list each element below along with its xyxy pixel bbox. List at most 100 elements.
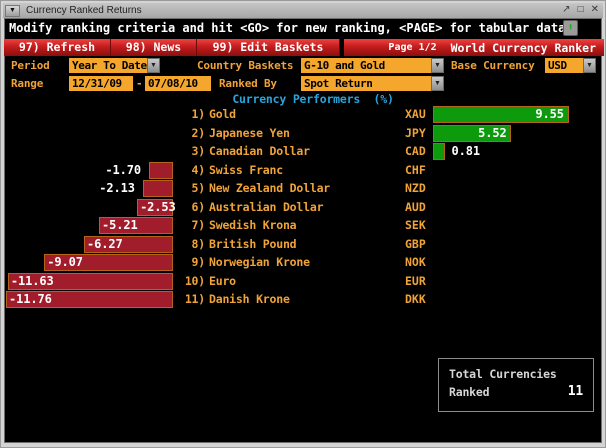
edit-baskets-button[interactable]: 99) Edit Baskets xyxy=(197,39,340,56)
currency-row: 9) Norwegian Krone NOK -9.07 xyxy=(1,253,605,272)
export-icon[interactable]: ⬆ xyxy=(563,20,578,36)
country-baskets-select[interactable]: G-10 and Gold xyxy=(301,58,431,73)
currency-row: 1) Gold XAU 9.55 xyxy=(1,105,605,124)
app-title: World Currency Ranker xyxy=(450,40,596,55)
toolbar: 97) Refresh 98) News 99) Edit Baskets Pa… xyxy=(4,39,604,56)
maximize-icon[interactable]: □ xyxy=(577,4,584,15)
chart-title: Currency Performers (%) xyxy=(232,92,394,106)
currency-ticker: DKK xyxy=(405,292,426,306)
caret-down-icon: ▼ xyxy=(9,7,16,14)
currency-rank: 3) xyxy=(191,144,206,158)
currency-value: 9.55 xyxy=(535,107,564,121)
currency-name: Canadian Dollar xyxy=(209,144,310,158)
country-baskets-label: Country Baskets xyxy=(197,59,294,72)
currency-value: -11.63 xyxy=(10,273,54,288)
period-select[interactable]: Year To Date xyxy=(69,58,147,73)
currency-name: Japanese Yen xyxy=(209,125,290,140)
currency-ranking-chart: 1) Gold XAU 9.55 2) Japanese Yen JPY 5.52 3) Cana… xyxy=(1,105,605,309)
currency-ticker: XAU xyxy=(405,107,426,121)
total-currencies-label: Total Currencies xyxy=(449,367,557,381)
currency-name: British Pound xyxy=(209,236,297,251)
currency-name: Swedish Krona xyxy=(209,218,297,232)
currency-name-cell[interactable]: 8) British Pound xyxy=(181,235,297,254)
currency-name-cell[interactable]: 7) Swedish Krona xyxy=(181,216,297,235)
currency-name-cell[interactable]: 6) Australian Dollar xyxy=(181,198,324,217)
currency-ticker: SEK xyxy=(405,218,426,232)
chevron-down-icon: ▼ xyxy=(150,62,157,69)
currency-value: 5.52 xyxy=(478,125,507,140)
currency-name-cell[interactable]: 4) Swiss Franc xyxy=(181,161,284,180)
range-start-input[interactable]: 12/31/09 xyxy=(69,76,133,91)
currency-row: 10) Euro EUR -11.63 xyxy=(1,272,605,291)
currency-value: -1.70 xyxy=(105,162,141,177)
currency-bar xyxy=(433,124,512,142)
currency-name-cell[interactable]: 11) Danish Krone xyxy=(181,290,290,309)
ranked-by-select[interactable]: Spot Return xyxy=(301,76,431,91)
currency-value: -2.53 xyxy=(140,199,176,214)
currency-value: -5.21 xyxy=(102,218,138,232)
country-baskets-dropdown-button[interactable]: ▼ xyxy=(431,58,444,73)
range-separator: - xyxy=(136,77,143,90)
currency-rank: 10) xyxy=(184,273,205,288)
period-label: Period xyxy=(11,59,50,72)
total-currencies-box: Total Currencies Ranked 11 xyxy=(438,358,594,412)
currency-row: 2) Japanese Yen JPY 5.52 xyxy=(1,124,605,143)
range-label: Range xyxy=(11,77,44,90)
close-icon[interactable]: ✕ xyxy=(590,4,599,15)
currency-ticker: CHF xyxy=(405,162,426,177)
currency-name: Australian Dollar xyxy=(209,199,324,214)
base-currency-dropdown-button[interactable]: ▼ xyxy=(583,58,596,73)
toolbar-right: Page 1/2 World Currency Ranker xyxy=(344,39,604,56)
currency-row: 4) Swiss Franc CHF -1.70 xyxy=(1,161,605,180)
currency-bar xyxy=(6,291,173,308)
currency-name-cell[interactable]: 3) Canadian Dollar xyxy=(181,142,311,161)
currency-bar xyxy=(99,217,173,234)
currency-name: Gold xyxy=(209,107,236,121)
toolbar-divider xyxy=(340,39,344,56)
currency-rank: 6) xyxy=(191,199,206,214)
ranked-by-label: Ranked By xyxy=(219,77,277,90)
period-dropdown-button[interactable]: ▼ xyxy=(147,58,160,73)
currency-name-cell[interactable]: 10) Euro xyxy=(181,272,236,291)
ranked-by-dropdown-button[interactable]: ▼ xyxy=(431,76,444,91)
currency-row: 5) New Zealand Dollar NZD -2.13 xyxy=(1,179,605,198)
currency-value: -11.76 xyxy=(9,292,52,306)
currency-rank: 4) xyxy=(191,162,206,177)
currency-rank: 9) xyxy=(191,255,206,269)
range-end-input[interactable]: 07/08/10 xyxy=(145,76,211,91)
base-currency-select[interactable]: USD xyxy=(545,58,583,73)
currency-name: Norwegian Krone xyxy=(209,255,310,269)
currency-row: 6) Australian Dollar AUD -2.53 xyxy=(1,198,605,217)
currency-value: -2.13 xyxy=(99,181,135,195)
currency-ticker: NZD xyxy=(405,181,426,195)
currency-bar xyxy=(433,143,445,160)
currency-bar xyxy=(137,198,173,216)
currency-name-cell[interactable]: 5) New Zealand Dollar xyxy=(181,179,331,198)
chevron-down-icon: ▼ xyxy=(434,80,441,87)
total-currencies-value: 11 xyxy=(567,384,583,399)
currency-name: New Zealand Dollar xyxy=(209,181,331,195)
currency-rank: 5) xyxy=(191,181,206,195)
news-button[interactable]: 98) News xyxy=(111,39,197,56)
currency-ticker: GBP xyxy=(405,236,426,251)
currency-rank: 11) xyxy=(184,292,205,306)
currency-value: -6.27 xyxy=(86,236,123,251)
currency-name-cell[interactable]: 1) Gold xyxy=(181,105,237,124)
chevron-down-icon: ▼ xyxy=(434,62,441,69)
currency-row: 7) Swedish Krona SEK -5.21 xyxy=(1,216,605,235)
currency-ticker: CAD xyxy=(405,144,426,158)
currency-value: -9.07 xyxy=(47,255,83,269)
base-currency-label: Base Currency xyxy=(451,59,535,72)
currency-name-cell[interactable]: 2) Japanese Yen xyxy=(181,124,290,143)
currency-rank: 8) xyxy=(191,236,206,251)
window-controls: ↗ □ ✕ xyxy=(562,4,599,15)
total-currencies-label: Ranked xyxy=(449,385,490,399)
window-title: Currency Ranked Returns xyxy=(26,5,142,16)
popout-icon[interactable]: ↗ xyxy=(562,4,571,15)
currency-name-cell[interactable]: 9) Norwegian Krone xyxy=(181,253,311,272)
window-menu-button[interactable]: ▼ xyxy=(5,4,20,17)
refresh-button[interactable]: 97) Refresh xyxy=(4,39,111,56)
header-message: Modify ranking criteria and hit <GO> for… xyxy=(9,21,566,35)
page-indicator: Page 1/2 xyxy=(388,42,437,53)
